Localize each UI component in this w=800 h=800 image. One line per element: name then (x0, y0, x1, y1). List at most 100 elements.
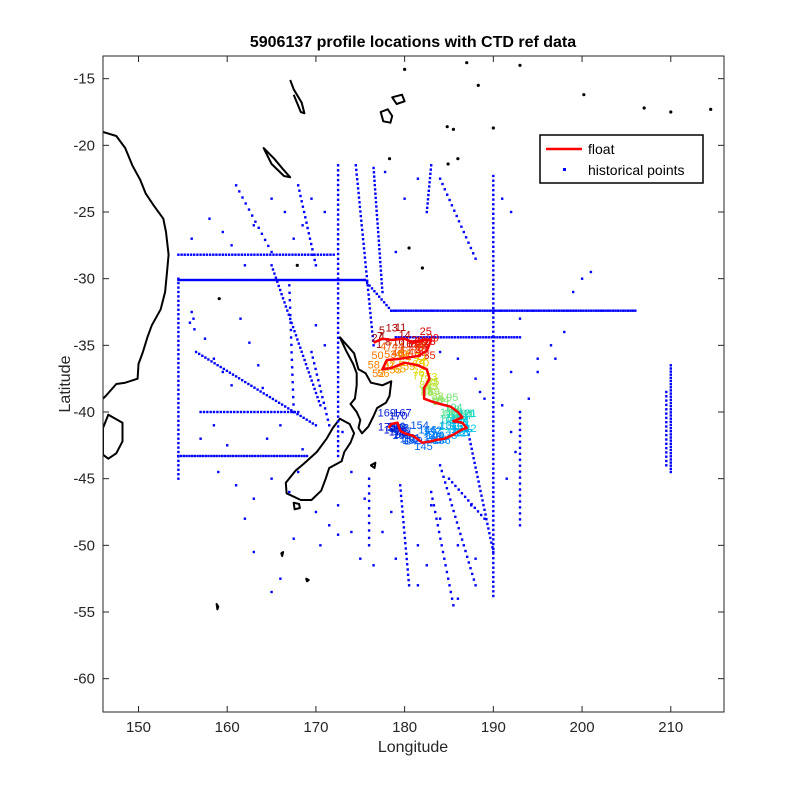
historical-point (244, 278, 247, 282)
historical-point (315, 373, 319, 376)
historical-point (431, 497, 434, 500)
historical-point (239, 410, 243, 414)
historical-point (402, 526, 406, 529)
historical-point (276, 280, 279, 283)
historical-point (492, 316, 495, 319)
historical-point (594, 309, 598, 312)
historical-point (425, 336, 428, 339)
historical-point (399, 484, 402, 487)
historical-point (328, 524, 331, 527)
historical-point (336, 454, 340, 458)
historical-point (492, 448, 495, 451)
historical-point (208, 217, 211, 220)
profile-label: 37 (415, 341, 427, 353)
historical-point (401, 515, 405, 519)
historical-point (294, 334, 298, 337)
y-tick-label: -50 (73, 537, 95, 554)
historical-point (196, 454, 199, 458)
historical-point (336, 336, 340, 339)
historical-point (177, 326, 180, 329)
historical-point (202, 278, 205, 282)
historical-point (298, 189, 301, 192)
profile-label: 169 (378, 408, 396, 420)
historical-point (449, 590, 452, 594)
historical-point (492, 354, 495, 357)
historical-point (177, 361, 180, 365)
historical-point (284, 305, 288, 308)
historical-point (492, 250, 495, 253)
historical-point (177, 375, 180, 378)
historical-point (299, 194, 302, 198)
historical-point (492, 193, 495, 197)
historical-point (473, 336, 476, 339)
historical-point (281, 278, 285, 282)
island-marker (518, 63, 522, 67)
historical-point (487, 527, 490, 530)
historical-point (357, 196, 361, 199)
historical-point (665, 446, 668, 450)
historical-point (291, 381, 294, 384)
historical-point (372, 344, 375, 347)
historical-point (336, 366, 340, 369)
historical-point (428, 176, 432, 180)
historical-point (492, 259, 495, 263)
historical-point (289, 454, 292, 458)
profile-label: 44 (392, 341, 404, 353)
historical-point (400, 499, 403, 503)
historical-point (669, 389, 672, 392)
historical-point (189, 253, 193, 256)
profile-label: 88 (432, 391, 444, 403)
historical-point (286, 454, 290, 458)
historical-point (179, 278, 182, 282)
historical-point (246, 410, 249, 414)
historical-point (365, 270, 368, 273)
historical-point (439, 336, 443, 339)
chart-title: 5906137 profile locations with CTD ref d… (250, 34, 576, 51)
historical-point (557, 309, 561, 312)
historical-point (225, 278, 228, 282)
historical-point (470, 504, 473, 507)
historical-point (296, 412, 299, 416)
historical-point (217, 470, 220, 474)
historical-point (492, 500, 495, 503)
historical-point (177, 410, 180, 414)
historical-point (367, 492, 371, 495)
profile-label: 89 (428, 386, 440, 398)
historical-point (336, 262, 340, 266)
historical-point (469, 442, 472, 446)
historical-point (453, 336, 457, 339)
historical-point (244, 202, 247, 205)
island-marker (217, 297, 221, 301)
historical-point (567, 309, 570, 312)
historical-point (492, 222, 495, 225)
profile-label: 58 (368, 360, 380, 372)
historical-point (300, 253, 304, 256)
historical-point (272, 253, 275, 256)
historical-point (414, 336, 417, 339)
historical-point (486, 522, 489, 526)
historical-point (243, 253, 247, 256)
historical-point (669, 364, 672, 367)
island-marker (295, 263, 299, 267)
historical-point (210, 360, 213, 363)
fiji-east-coast (391, 93, 406, 105)
historical-point (665, 442, 668, 445)
historical-point (430, 164, 433, 167)
historical-point (356, 182, 359, 185)
historical-point (479, 336, 482, 339)
historical-point (428, 336, 431, 339)
historical-point (177, 406, 180, 409)
historical-point (669, 417, 672, 420)
historical-point (492, 255, 495, 258)
historical-point (472, 457, 475, 460)
historical-point (207, 358, 210, 361)
historical-point (313, 362, 316, 365)
historical-point (201, 354, 204, 357)
historical-point (336, 297, 340, 300)
historical-point (307, 232, 310, 235)
historical-point (460, 492, 464, 495)
historical-point (181, 278, 184, 282)
historical-point (336, 405, 340, 408)
historical-point (290, 351, 293, 354)
historical-point (263, 238, 267, 242)
